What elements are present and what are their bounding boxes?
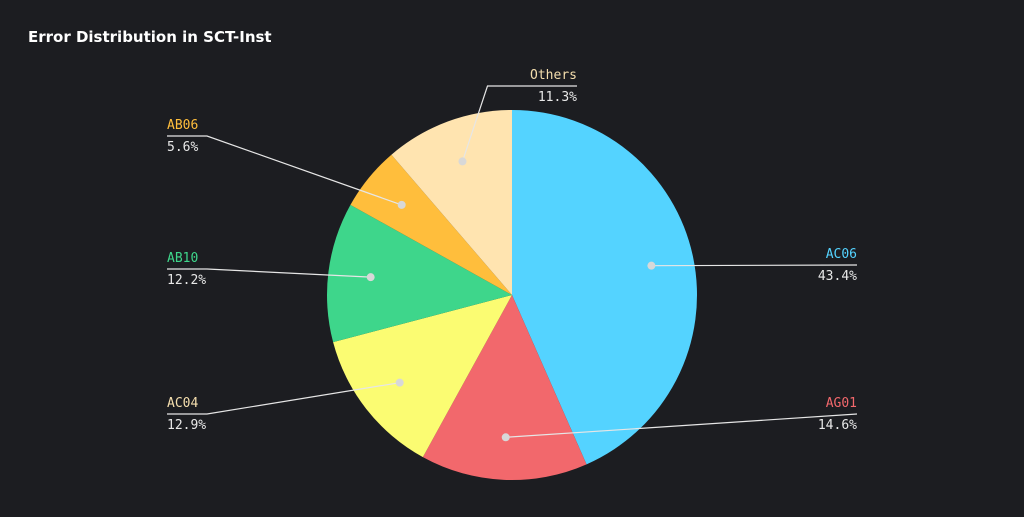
callout-dot [397, 200, 406, 209]
pie-slice-others [391, 110, 512, 295]
pie-slice-ac06 [512, 110, 697, 465]
slice-label: AB10 [167, 251, 198, 266]
callout-line [651, 264, 858, 267]
pie-slices [327, 110, 697, 480]
slice-value-label: 14.6% [818, 418, 857, 433]
slice-value-label: 12.2% [167, 273, 206, 288]
pie-slice-ag01 [422, 295, 587, 480]
callout-dot [366, 273, 375, 282]
callout-ac06: AC06 43.4% [647, 247, 857, 284]
callout-others: Others 11.3% [458, 68, 577, 166]
callout-ab06: AB06 5.6% [167, 118, 406, 209]
chart-title: Error Distribution in SCT-Inst [28, 28, 272, 46]
slice-label: AC06 [826, 247, 857, 262]
slice-value-label: 11.3% [538, 90, 577, 105]
slice-label: AB06 [167, 118, 198, 133]
callout-ac04: AC04 12.9% [167, 378, 404, 433]
callout-dot [501, 433, 510, 442]
slice-label: AC04 [167, 396, 198, 411]
callout-line [167, 135, 402, 206]
pie-slice-ab06 [350, 154, 512, 295]
callout-line [505, 413, 858, 438]
slice-value-label: 43.4% [818, 269, 857, 284]
pie-slice-ac04 [333, 295, 512, 458]
callout-dot [458, 157, 467, 166]
pie-callouts: AC06 43.4% AG01 14.6% AC04 12.9% AB10 12.2% AB06… [167, 68, 858, 442]
callout-ab10: AB10 12.2% [167, 251, 375, 288]
slice-value-label: 5.6% [167, 140, 198, 155]
callout-ag01: AG01 14.6% [501, 396, 858, 442]
slice-value-label: 12.9% [167, 418, 206, 433]
callout-line [167, 382, 400, 415]
slice-label: Others [530, 68, 577, 83]
callout-line [167, 268, 371, 278]
callout-dot [395, 378, 404, 387]
pie-slice-ab10 [327, 204, 512, 343]
callout-line [461, 85, 577, 162]
slice-label: AG01 [826, 396, 857, 411]
callout-dot [647, 261, 656, 270]
